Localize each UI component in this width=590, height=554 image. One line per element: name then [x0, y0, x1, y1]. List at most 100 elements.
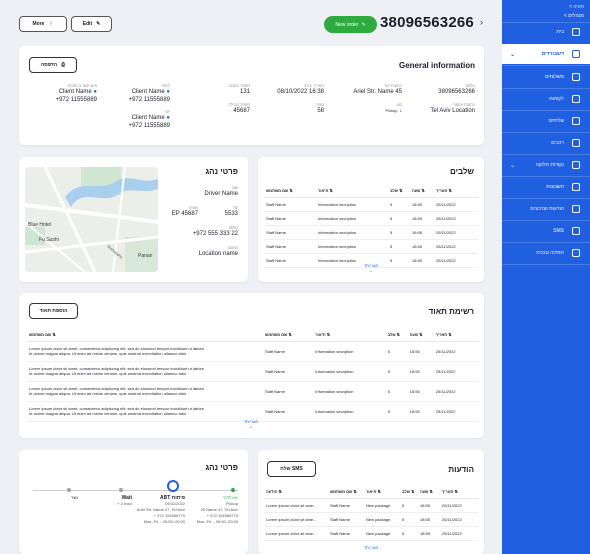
table-cell: 25/11/2022 [440, 498, 478, 513]
cell-text-line: et dolore magna aliqua. Ut enim ad minim… [29, 391, 187, 396]
table-row[interactable]: Staff Name Information secription 5 18:55 25… [264, 197, 478, 212]
messages-table: הודעה ⇅ שם משתמש ⇅ תיאור ⇅ שלב ⇅ שעה ⇅ ת… [264, 486, 478, 541]
new-order-button[interactable]: New order ✎ [324, 16, 377, 33]
order-number: 38096563266 [380, 14, 474, 31]
header-stage[interactable]: שלב ⇅ [387, 332, 401, 338]
table-cell: 18:55 [418, 526, 440, 541]
user-icon [572, 117, 580, 125]
table-row[interactable]: Lorem ipsum dolor sit amet, consectetur … [27, 401, 479, 422]
table-cell: 25/11/2022 [440, 512, 478, 527]
sidebar-item-deliveries[interactable]: משלוחים [502, 67, 590, 87]
header-stage[interactable]: שלב ⇅ [402, 489, 415, 495]
table-cell: 18:55 [410, 253, 434, 268]
show-more-link[interactable]: הצג יותר ⌄ [363, 263, 379, 273]
sidebar-item-messages[interactable]: הודעות ועדכונים [502, 199, 590, 219]
sidebar-item-home[interactable]: בית [502, 22, 590, 42]
show-more-link[interactable]: הצג יותר [363, 545, 379, 550]
show-more-link[interactable]: הצג יותר ⌄ [243, 419, 259, 429]
add-action-button[interactable]: הוספת תאוד [29, 303, 78, 319]
table-cell: 5 [385, 361, 408, 382]
table-header: שם משתמש ⇅ שם משתמש ⇅ תיאור ⇅ שלב ⇅ שעה … [27, 329, 479, 341]
table-row[interactable]: Staff Name Information secription 5 18:55 25… [264, 253, 478, 268]
table-cell: Staff Name [263, 401, 314, 422]
chevron-down-icon: ⌄ [510, 163, 516, 169]
table-row[interactable]: Staff Name Information secription 5 18:55 25… [264, 211, 478, 226]
header-time[interactable]: שעה ⇅ [412, 188, 425, 194]
table-cell: Information secription [316, 225, 388, 240]
more-vertical-icon: ⋮ [48, 21, 54, 27]
table-header: שם משתמש ⇅ תיאור ⇅ שלב ⇅ שעה ⇅ תאריך ⇅ [264, 185, 478, 197]
chevron-right-icon[interactable]: › [480, 17, 483, 27]
table-row[interactable]: Lorem ipsum dolor sit ame... Staff Name Ne… [264, 498, 478, 513]
header-stage[interactable]: שלב ⇅ [390, 188, 403, 194]
pickup-icon: ↴ [398, 108, 402, 113]
cell-text-line: et dolore magna aliqua. Ut enim ad minim… [29, 351, 187, 356]
table-cell: 5 [388, 253, 410, 268]
header-time[interactable]: שעה ⇅ [420, 489, 433, 495]
sidebar-item-invoices[interactable]: חשבונות [502, 177, 590, 197]
header-time[interactable]: שעה ⇅ [409, 332, 423, 338]
table-cell: New package [364, 498, 400, 513]
table-cell: Information secription [313, 341, 386, 362]
ops-table: שם משתמש ⇅ שם משתמש ⇅ תיאור ⇅ שלב ⇅ שעה … [27, 329, 479, 422]
header-user[interactable]: שם משתמש ⇅ [266, 188, 293, 194]
table-cell: 25/11/2022 [433, 401, 479, 422]
header-message[interactable]: הודעה ⇅ [266, 489, 282, 495]
table-cell: Staff Name [328, 498, 364, 513]
invoice-icon [572, 183, 580, 191]
header-user-2[interactable]: שם משתמש ⇅ [29, 332, 56, 338]
header-description[interactable]: תיאור ⇅ [315, 332, 331, 338]
driver-code: 5533 [224, 211, 238, 217]
sidebar-item-vehicles[interactable]: רכבים [502, 133, 590, 153]
table-row[interactable]: Lorem ipsum dolor sit amet, consectetur … [27, 381, 479, 402]
more-button[interactable]: More ⋮ [19, 16, 67, 32]
header-user[interactable]: שם משתמש ⇅ [265, 332, 292, 338]
table-row[interactable]: Lorem ipsum dolor sit amet, consectetur … [27, 361, 479, 382]
map-label: Panan [138, 253, 153, 259]
contact-name-value: Client Name ● [58, 89, 97, 95]
sidebar-item-support[interactable]: תמיכה טכנית [502, 243, 590, 263]
table-row[interactable]: Lorem ipsum dolor sit ame... Staff Name Ne… [264, 512, 478, 527]
sidebar-item-distribution-points[interactable]: ⌄ נקודות חלוקה [502, 155, 590, 175]
sidebar-item-sms[interactable]: SMS [502, 221, 590, 241]
header-date[interactable]: תאריך ⇅ [442, 489, 458, 495]
sidebar-item-clients[interactable]: לקוחות [502, 89, 590, 109]
map[interactable]: Blue Hotel Fu Sushi Panan Yeshayahu [25, 167, 158, 272]
header-date[interactable]: תאריך ⇅ [436, 188, 452, 194]
breadcrumb-managers[interactable]: < מנהלים [563, 13, 584, 19]
table-cell: 18:55 [410, 197, 434, 212]
messages-icon [572, 205, 580, 213]
table-row[interactable]: Lorem ipsum dolor sit amet, consectetur … [27, 341, 479, 362]
table-cell: Lorem ipsum dolor sit amet, consectetur … [27, 341, 264, 362]
cell-text-line: Lorem ipsum dolor sit amet, consectetur … [29, 346, 204, 351]
header-description[interactable]: תיאור ⇅ [366, 489, 381, 495]
print-button[interactable]: הדפסה ⎙ [29, 57, 77, 73]
driver-name: Driver Name [204, 191, 238, 197]
header-user[interactable]: שם משתמש ⇅ [330, 489, 357, 495]
header-date[interactable]: תאריך ⇅ [435, 332, 452, 338]
edit-button[interactable]: Edit ✎ [71, 16, 112, 32]
breadcrumb-back[interactable]: < חזרה [569, 4, 584, 10]
pickup-address-value: Tel Aviv Location [430, 108, 475, 114]
table-row[interactable]: Staff Name Information secription 5 18:55 25… [264, 225, 478, 240]
header-description[interactable]: תיאור ⇅ [318, 188, 333, 194]
sidebar-item-dashboards[interactable]: ⌄ דשבורדים [502, 44, 590, 64]
table-cell: 18:55 [410, 225, 434, 240]
table-cell: Staff Name [328, 526, 364, 541]
table-cell: 5 [385, 401, 408, 422]
table-row[interactable]: Staff Name Information secription 5 18:55 25… [264, 239, 478, 254]
timeline-dot [119, 488, 123, 492]
printer-icon: ⎙ [61, 62, 66, 68]
ops-title: רשימת תאוד [428, 307, 474, 316]
sidebar-item-couriers[interactable]: שליחים [502, 111, 590, 131]
table-row[interactable]: Lorem ipsum dolor sit ame... Staff Name Ne… [264, 526, 478, 541]
phone-value: 38096563266 [438, 89, 475, 95]
table-cell: 5 [400, 512, 418, 527]
gear-icon [572, 249, 580, 257]
driver-ep: EP 45687 [171, 211, 198, 217]
table-cell: Staff Name [263, 361, 314, 382]
send-sms-button[interactable]: שלח SMS [267, 461, 316, 477]
messages-card: הודעות שלח SMS הודעה ⇅ שם משתמש ⇅ תיאור … [258, 450, 484, 554]
user-badge-icon: ● [166, 115, 170, 121]
table-cell: Staff Name [264, 253, 316, 268]
